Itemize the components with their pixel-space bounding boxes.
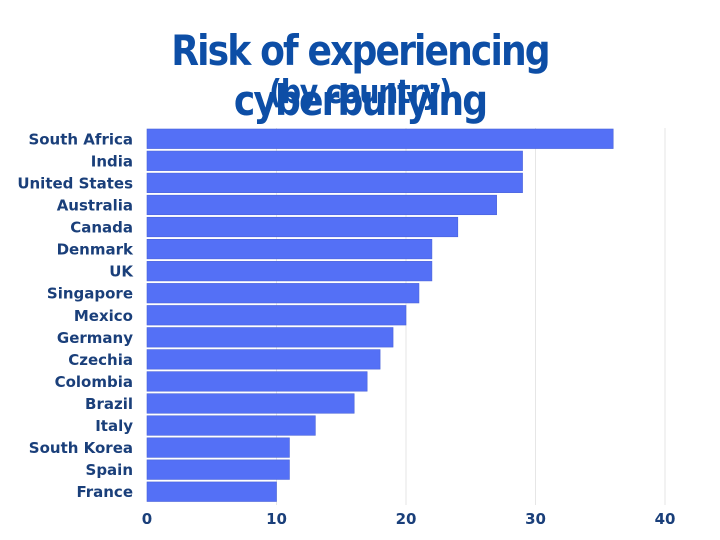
bar (146, 128, 614, 149)
x-tick-label: 10 (266, 510, 287, 528)
x-tick-label: 40 (655, 510, 676, 528)
bar (146, 481, 277, 502)
x-tick-label: 30 (525, 510, 546, 528)
category-label: United States (17, 174, 133, 192)
category-label: India (91, 152, 133, 170)
x-axis-tick-labels: 0 10 20 30 40 (142, 510, 676, 528)
category-label: Germany (57, 329, 133, 347)
category-label: France (76, 483, 133, 501)
category-label: Czechia (68, 351, 133, 369)
category-label: Mexico (74, 307, 133, 325)
category-label: Colombia (55, 373, 133, 391)
category-label: South Africa (28, 130, 133, 148)
chart-title: Risk of experiencing cyberbullying (171, 26, 550, 125)
bar (146, 371, 368, 392)
category-label: Italy (95, 417, 133, 435)
bar (146, 349, 381, 370)
bar (146, 172, 523, 193)
category-label: Australia (57, 196, 133, 214)
category-label: Singapore (47, 285, 133, 303)
bar (146, 393, 355, 414)
bar (146, 194, 497, 216)
x-tick-label: 20 (396, 510, 417, 528)
category-label: Canada (70, 219, 133, 237)
category-label: South Korea (29, 439, 133, 457)
bar (146, 150, 523, 171)
chart-subtitle: (by country) (269, 72, 452, 111)
bar (146, 327, 394, 348)
bars (146, 128, 614, 502)
bar (146, 216, 459, 238)
bar (146, 459, 290, 480)
category-label: Denmark (57, 241, 134, 259)
category-labels: South Africa India United States Australia C… (17, 130, 134, 501)
bar (146, 437, 290, 458)
bar (146, 305, 407, 326)
x-tick-label: 0 (142, 510, 152, 528)
bar (146, 238, 433, 260)
bar (146, 261, 433, 282)
category-label: Spain (86, 461, 133, 479)
bar (146, 283, 420, 304)
bar (146, 415, 316, 436)
category-label: UK (109, 263, 134, 281)
category-label: Brazil (85, 395, 133, 413)
